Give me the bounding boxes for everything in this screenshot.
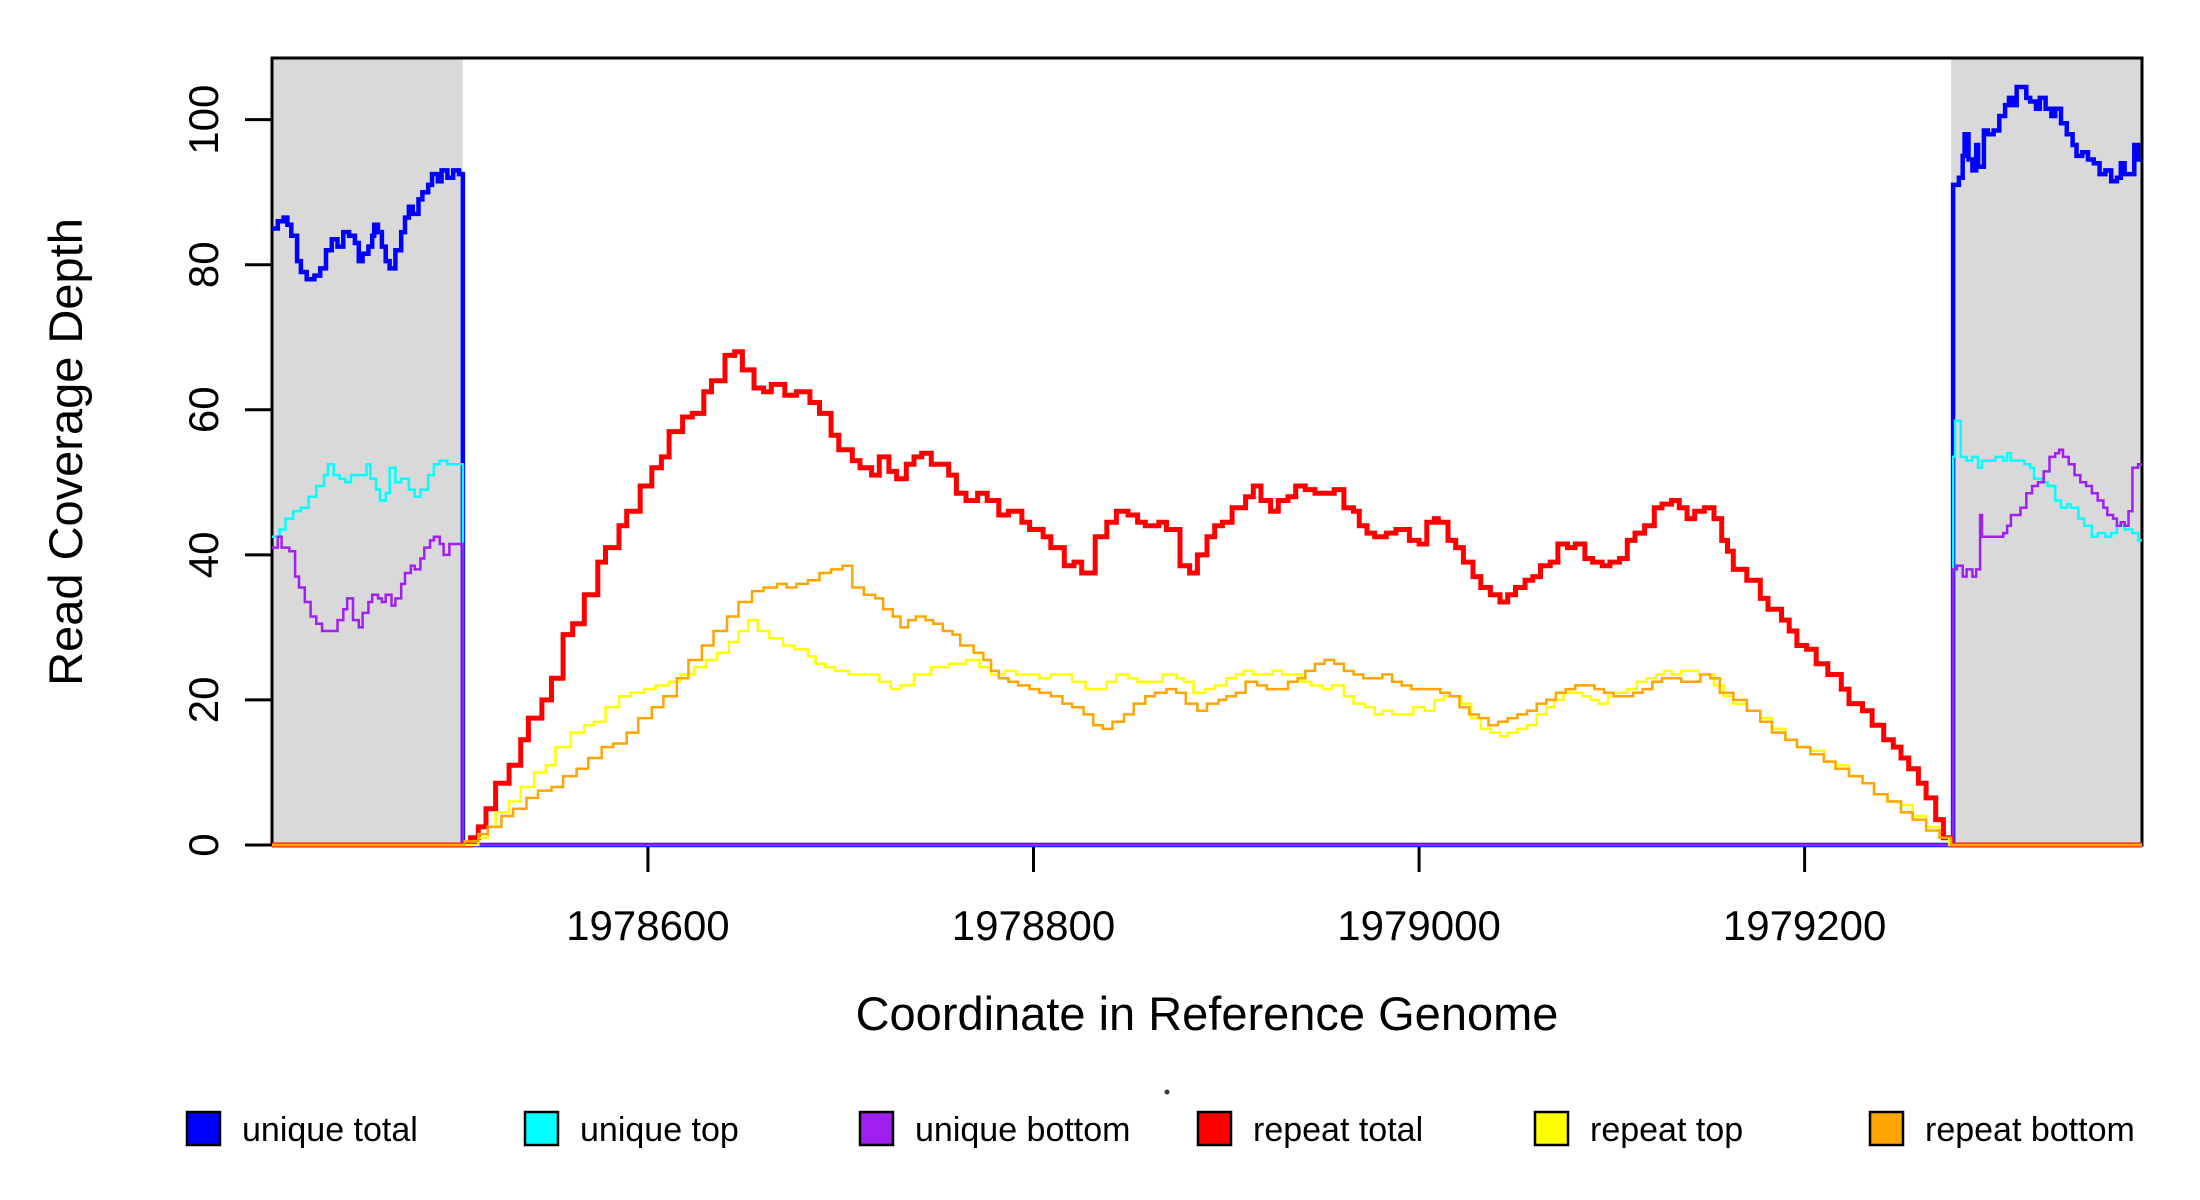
y-axis-title: Read Coverage Depth [39, 218, 92, 686]
legend-swatch [523, 1110, 560, 1147]
legend-item-repeat-total: repeat total [1196, 1110, 1423, 1149]
series-line-unique_top [272, 419, 2142, 847]
legend-label: unique total [242, 1111, 418, 1149]
legend-label: repeat top [1590, 1111, 1743, 1149]
legend-swatch [1533, 1110, 1570, 1147]
legend-label: unique bottom [915, 1111, 1131, 1149]
series-line-repeat_bottom [272, 564, 2142, 847]
axes: 1978600 1978800 1979000 1979200 0 20 40 60 80 100 [180, 85, 1886, 949]
x-tick-label: 1978600 [566, 902, 730, 949]
y-tick-label: 40 [180, 532, 227, 579]
y-tick-label: 0 [180, 833, 227, 856]
legend-artifact-dot [1164, 1089, 1170, 1095]
y-tick-label: 80 [180, 241, 227, 288]
legend-label: repeat bottom [1925, 1111, 2135, 1149]
y-tick-label: 20 [180, 677, 227, 724]
series-line-unique_bottom [272, 448, 2142, 847]
legend-item-repeat-top: repeat top [1533, 1110, 1743, 1149]
x-tick-label: 1979000 [1337, 902, 1501, 949]
legend-label: repeat total [1253, 1111, 1423, 1149]
y-tick-label: 100 [180, 85, 227, 155]
legend-swatch [185, 1110, 222, 1147]
plot-box-border [270, 56, 2144, 847]
legend-swatch [1868, 1110, 1905, 1147]
x-tick-label: 1978800 [952, 902, 1116, 949]
shaded-region-0 [272, 58, 463, 845]
series-line-unique_total [272, 84, 2142, 848]
legend-item-unique-total: unique total [185, 1110, 418, 1149]
series-line-repeat_total [272, 349, 2142, 848]
shaded-regions [272, 58, 2142, 845]
series-line-repeat_top [272, 618, 2142, 847]
legend-item-unique-bottom: unique bottom [858, 1110, 1131, 1149]
legend-swatch [858, 1110, 895, 1147]
legend-label: unique top [580, 1111, 739, 1149]
shaded-region-1 [1951, 58, 2142, 845]
legend-item-repeat-bottom: repeat bottom [1868, 1110, 2135, 1149]
x-axis-title: Coordinate in Reference Genome [856, 987, 1559, 1040]
legend: unique total unique top unique bottom repea… [185, 1089, 2135, 1149]
x-tick-label: 1979200 [1723, 902, 1887, 949]
legend-swatch [1196, 1110, 1233, 1147]
legend-item-unique-top: unique top [523, 1110, 739, 1149]
y-tick-label: 60 [180, 386, 227, 433]
series-lines [272, 84, 2142, 848]
